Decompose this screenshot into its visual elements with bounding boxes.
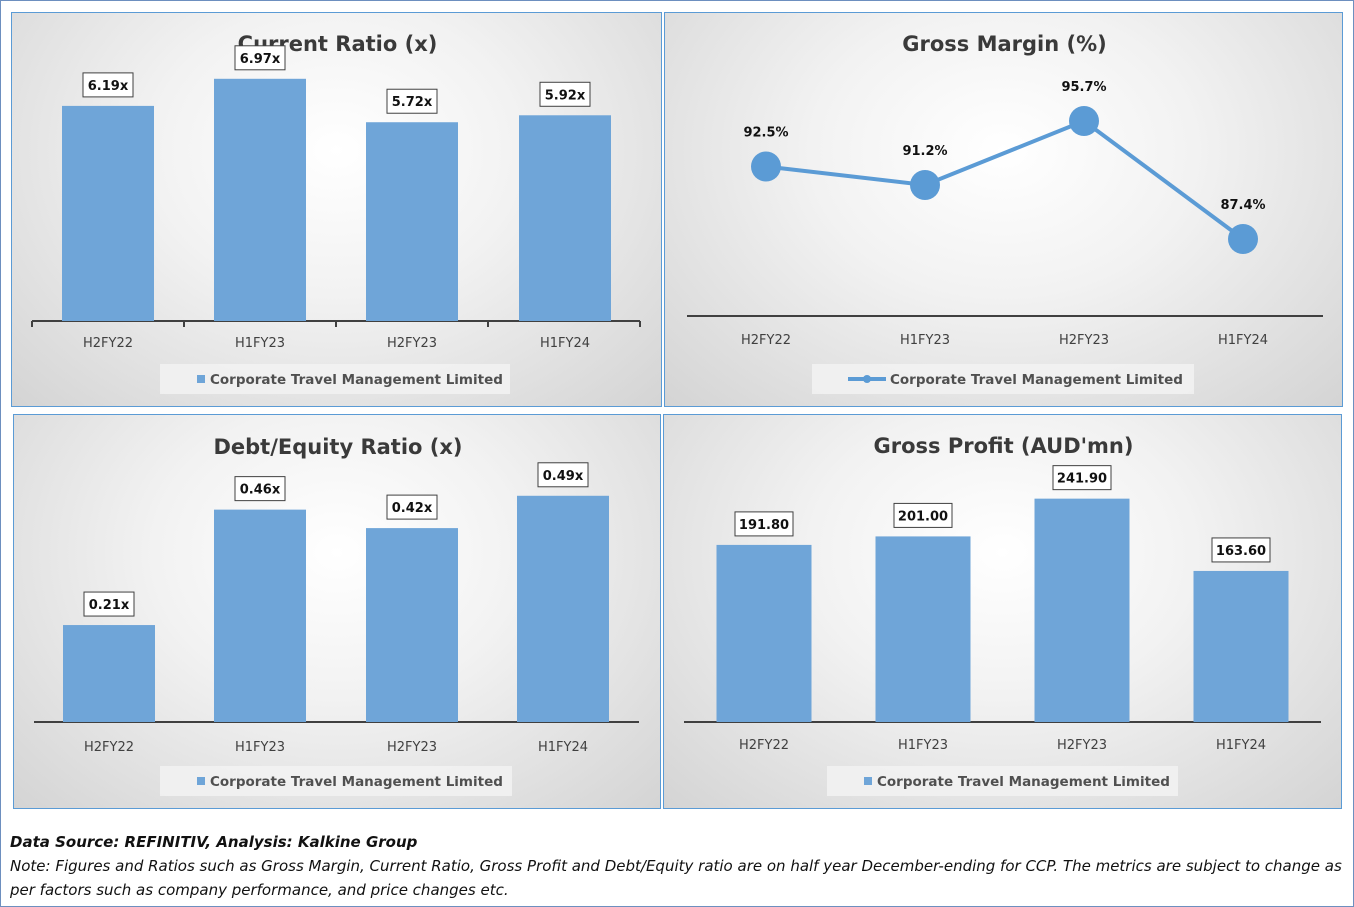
data-label-box <box>234 45 286 71</box>
bar-h2fy22 <box>63 625 155 722</box>
point-h2fy22 <box>751 151 781 182</box>
category-label: H2FY23 <box>1057 738 1107 753</box>
gross-profit-chart: Gross Profit (AUD'mn) 191.80 201.00 241.90 1… <box>663 414 1342 809</box>
data-label: 5.72x <box>392 95 433 110</box>
series-line <box>765 118 1245 241</box>
category-label: H1FY23 <box>235 336 285 351</box>
category-label: H2FY22 <box>83 336 133 351</box>
legend-label: Corporate Travel Management Limited <box>877 774 1170 790</box>
category-label: H2FY22 <box>741 333 791 348</box>
legend-box <box>160 766 512 796</box>
data-label: 163.60 <box>1216 544 1266 559</box>
legend-swatch-icon <box>197 777 205 785</box>
bar-h1fy24 <box>519 115 611 321</box>
data-label: 0.42x <box>392 501 433 516</box>
bar-h2fy23 <box>366 122 458 321</box>
current-ratio-chart: Current Ratio (x) 6.19x 6.97x 5.72x 5.92x H2F… <box>11 12 662 407</box>
bar-h2fy22 <box>62 105 154 322</box>
legend-swatch-icon <box>197 375 205 383</box>
bar-h1fy23 <box>214 509 306 722</box>
data-label: 91.2% <box>902 144 947 159</box>
data-label: 0.46x <box>240 483 281 498</box>
data-label: 241.90 <box>1057 472 1107 487</box>
category-label: H2FY23 <box>387 336 437 351</box>
legend-label: Corporate Travel Management Limited <box>210 774 503 790</box>
data-label-box <box>386 88 438 114</box>
bar-h2fy23 <box>366 528 458 722</box>
category-label: H1FY24 <box>538 740 588 755</box>
category-label: H1FY23 <box>235 740 285 755</box>
legend-box <box>827 766 1178 796</box>
category-label: H1FY24 <box>1218 333 1268 348</box>
data-label-box <box>1211 537 1271 563</box>
bar-h1fy24 <box>1193 570 1289 722</box>
footer: Data Source: REFINITIV, Analysis: Kalkin… <box>10 830 1344 902</box>
data-label: 191.80 <box>739 518 789 533</box>
data-label: 6.97x <box>240 52 281 67</box>
category-label: H1FY24 <box>540 336 590 351</box>
data-label: 92.5% <box>743 125 788 140</box>
category-label: H1FY23 <box>900 333 950 348</box>
data-label: 5.92x <box>545 88 586 103</box>
data-label-box <box>82 72 134 98</box>
data-label: 95.7% <box>1061 80 1106 95</box>
data-label-box <box>537 462 589 488</box>
legend-swatch-icon <box>864 777 872 785</box>
bar-h2fy23 <box>1034 498 1130 722</box>
note: Note: Figures and Ratios such as Gross M… <box>10 857 1342 899</box>
gross-margin-svg: Gross Margin (%) 92.5% 91.2% 95.7% 87.4% H2FY… <box>687 32 1323 394</box>
chart-title: Gross Margin (%) <box>902 32 1106 56</box>
chart-title: Gross Profit (AUD'mn) <box>874 434 1134 458</box>
bar-h1fy23 <box>875 536 971 722</box>
bar-h2fy22 <box>716 544 812 722</box>
data-label-box <box>83 591 135 617</box>
legend-marker-icon <box>863 375 871 383</box>
category-label: H2FY22 <box>739 738 789 753</box>
data-label: 0.21x <box>89 598 130 613</box>
data-label: 0.49x <box>543 469 584 484</box>
bar-h1fy24 <box>517 495 609 722</box>
category-label: H2FY23 <box>387 740 437 755</box>
data-label-box <box>539 81 591 107</box>
gross-profit-svg: Gross Profit (AUD'mn) 191.80 201.00 241.90 1… <box>684 434 1321 796</box>
data-label-box <box>893 502 953 528</box>
chart-title: Debt/Equity Ratio (x) <box>213 435 462 459</box>
gross-margin-chart: Gross Margin (%) 92.5% 91.2% 95.7% 87.4% H2FY… <box>664 12 1343 407</box>
point-h1fy24 <box>1228 224 1258 254</box>
data-label-box <box>1052 465 1112 491</box>
category-label: H2FY23 <box>1059 333 1109 348</box>
data-label-box <box>386 494 438 520</box>
data-label: 6.19x <box>88 79 129 94</box>
bar-h1fy23 <box>214 78 306 321</box>
data-source: Data Source: REFINITIV, Analysis: Kalkin… <box>10 833 418 851</box>
data-label-box <box>734 511 794 537</box>
point-h2fy23 <box>1069 106 1099 136</box>
category-label: H1FY23 <box>898 738 948 753</box>
legend-label: Corporate Travel Management Limited <box>210 372 503 388</box>
data-label: 201.00 <box>898 509 948 524</box>
category-label: H1FY24 <box>1216 738 1266 753</box>
legend-box <box>160 364 510 394</box>
legend-label: Corporate Travel Management Limited <box>890 372 1183 388</box>
data-label-box <box>234 476 286 502</box>
category-label: H2FY22 <box>84 740 134 755</box>
point-h1fy23 <box>910 169 940 200</box>
debt-equity-svg: Debt/Equity Ratio (x) 0.21x 0.46x 0.42x 0.49… <box>34 435 639 796</box>
debt-equity-chart: Debt/Equity Ratio (x) 0.21x 0.46x 0.42x 0.49… <box>13 414 661 809</box>
data-label: 87.4% <box>1220 198 1265 213</box>
